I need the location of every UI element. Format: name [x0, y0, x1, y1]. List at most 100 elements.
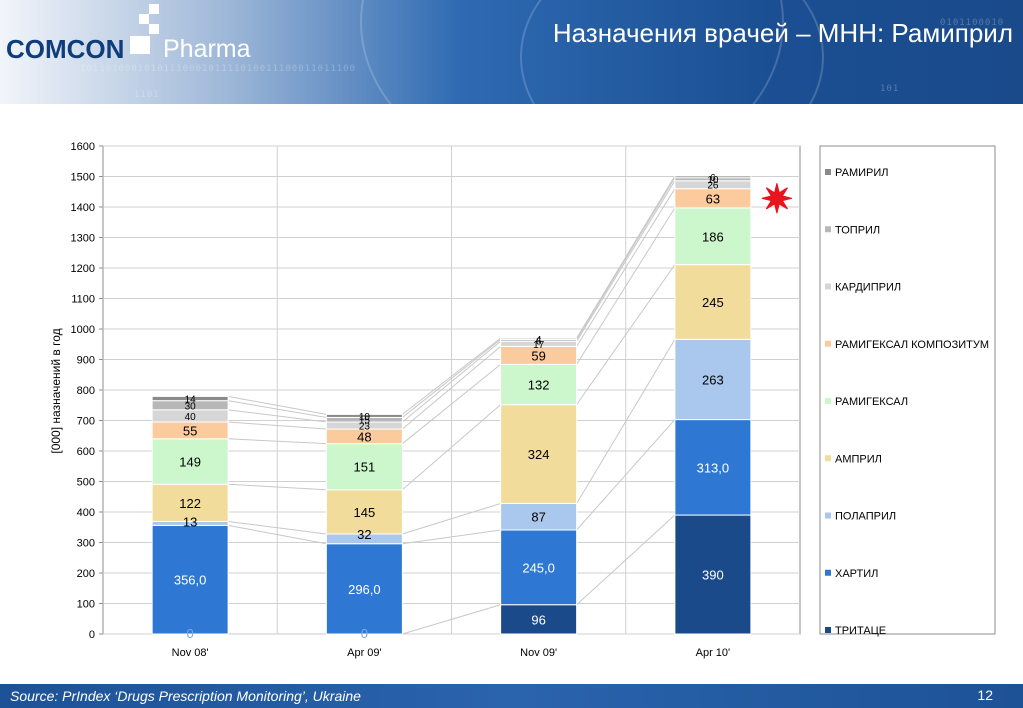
series-connector — [402, 363, 501, 445]
x-tick-label: Apr 10' — [696, 647, 731, 659]
series-connector — [576, 339, 676, 504]
data-label: 10 — [359, 412, 371, 423]
legend-entry: АМПРИЛ — [835, 453, 882, 465]
data-label: 17 — [533, 340, 545, 351]
bar-segment — [674, 264, 752, 340]
legend-entry: ХАРТИЛ — [835, 568, 878, 580]
legend-entry: РАМИГЕКСАЛ КОМПОЗИТУМ — [835, 339, 989, 351]
series-connector — [576, 188, 676, 347]
series-connector — [228, 438, 327, 445]
y-tick-label: 100 — [77, 599, 95, 611]
legend-swatch — [825, 226, 831, 233]
data-label: 96 — [531, 612, 545, 627]
y-tick-label: 700 — [77, 416, 95, 428]
legend-swatch — [825, 455, 831, 462]
legend-swatch — [825, 627, 831, 633]
bar-segment — [500, 337, 578, 340]
bar-segment — [500, 529, 578, 606]
bar-segment — [325, 543, 403, 635]
decor-binary: 1011010001010111000101111010011100011011… — [80, 64, 356, 74]
data-label: 186 — [702, 229, 724, 244]
series-connector — [576, 264, 676, 405]
legend-entry: КАРДИПРИЛ — [835, 282, 901, 294]
y-tick-label: 0 — [89, 629, 95, 641]
red-star-marker — [761, 183, 793, 214]
logo-square-icon — [149, 4, 159, 14]
legend-entry: ТОПРИЛ — [835, 224, 880, 236]
data-label: 313,0 — [697, 460, 730, 475]
legend-swatch — [825, 569, 831, 576]
data-label: 26 — [707, 181, 719, 192]
decor-arc — [520, 0, 824, 104]
legend-swatch — [825, 283, 831, 290]
data-label: 149 — [179, 455, 201, 470]
logo-square-icon — [149, 24, 159, 34]
y-tick-label: 1400 — [71, 202, 95, 214]
series-connector — [228, 395, 327, 415]
data-label: 6 — [536, 336, 542, 347]
decor-binary: 1101 — [134, 90, 160, 100]
bar-segment — [151, 395, 229, 402]
bar-segment — [674, 207, 752, 266]
logo: COMCON Pharma — [6, 4, 276, 64]
x-tick-label: Apr 09' — [347, 647, 382, 659]
data-label: 145 — [354, 505, 376, 520]
footer-bar: Source: PrIndex ‘Drugs Prescription Moni… — [0, 684, 1023, 708]
data-label: 6 — [710, 173, 716, 184]
data-label: 122 — [179, 496, 201, 511]
series-connector — [402, 604, 501, 635]
data-label: 48 — [357, 429, 371, 444]
legend-swatch — [825, 340, 831, 347]
y-tick-label: 1100 — [71, 294, 95, 306]
y-tick-label: 300 — [77, 538, 95, 550]
data-label: 151 — [354, 460, 376, 475]
series-connector — [576, 514, 676, 606]
bar-segment — [674, 514, 752, 635]
data-label: 296,0 — [348, 582, 381, 597]
data-label: 14 — [185, 395, 197, 406]
series-connector — [228, 520, 327, 535]
data-label: 13 — [183, 514, 197, 529]
data-label: 23 — [359, 422, 371, 433]
series-connector — [576, 175, 676, 339]
y-axis-label: [000] назначений в год — [49, 328, 63, 453]
series-connector — [576, 180, 676, 342]
data-label: 0 — [361, 626, 368, 641]
legend-swatch — [825, 512, 831, 519]
bar-segment — [500, 604, 578, 635]
data-label: 32 — [357, 527, 371, 542]
series-connector — [576, 419, 676, 531]
y-tick-label: 1500 — [71, 172, 95, 184]
logo-brand: COMCON — [6, 34, 125, 64]
data-label: 30 — [185, 401, 197, 412]
bar-segment — [500, 363, 578, 406]
series-connector — [402, 337, 501, 415]
decor-binary: 101 — [880, 84, 900, 94]
page-number: 12 — [977, 687, 993, 703]
y-tick-label: 1300 — [71, 233, 95, 245]
legend-entry: РАМИРИЛ — [835, 167, 888, 179]
bar-segment — [500, 404, 578, 504]
data-label: 356,0 — [174, 573, 207, 588]
data-label: 40 — [185, 412, 197, 423]
decor-binary: 0101100010 — [940, 18, 1005, 28]
data-label: 324 — [528, 447, 550, 462]
data-label: 10 — [707, 175, 719, 186]
logo-square-icon — [130, 36, 150, 54]
data-label: 245,0 — [522, 560, 555, 575]
series-connector — [576, 177, 676, 340]
y-tick-label: 600 — [77, 446, 95, 458]
y-tick-label: 200 — [77, 568, 95, 580]
legend-entry: ТРИТАЦЕ — [835, 625, 886, 637]
legend-entry: РАМИГЕКСАЛ — [835, 396, 908, 408]
y-tick-label: 500 — [77, 477, 95, 489]
data-label: 59 — [531, 348, 545, 363]
series-connector — [228, 483, 327, 491]
data-label: 263 — [702, 372, 724, 387]
data-label: 87 — [531, 510, 545, 525]
annotation-marker — [761, 183, 793, 214]
series-connector — [228, 421, 327, 430]
y-tick-label: 1000 — [71, 324, 95, 336]
axes: 0100200300400500600700800900100011001200… — [71, 141, 731, 659]
